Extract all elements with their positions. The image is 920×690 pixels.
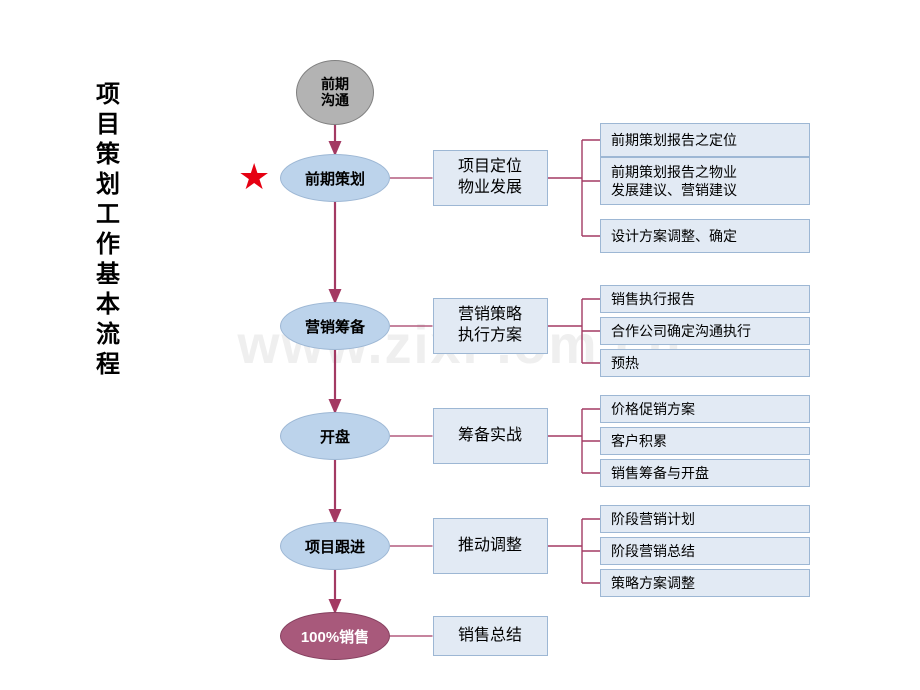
detail-1-0: 销售执行报告 <box>600 285 810 313</box>
detail-3-2: 策略方案调整 <box>600 569 810 597</box>
detail-2-1: 客户积累 <box>600 427 810 455</box>
stage-0: 前期策划 <box>280 154 390 202</box>
detail-0-0: 前期策划报告之定位 <box>600 123 810 157</box>
stage-2: 开盘 <box>280 412 390 460</box>
detail-0-1: 前期策划报告之物业 发展建议、营销建议 <box>600 157 810 205</box>
stage-start: 前期 沟通 <box>296 60 374 125</box>
mid-0: 项目定位 物业发展 <box>433 150 548 206</box>
detail-3-1: 阶段营销总结 <box>600 537 810 565</box>
detail-0-2: 设计方案调整、确定 <box>600 219 810 253</box>
detail-1-1: 合作公司确定沟通执行 <box>600 317 810 345</box>
detail-3-0: 阶段营销计划 <box>600 505 810 533</box>
detail-2-2: 销售筹备与开盘 <box>600 459 810 487</box>
stage-1: 营销筹备 <box>280 302 390 350</box>
stage-3: 项目跟进 <box>280 522 390 570</box>
mid-2: 筹备实战 <box>433 408 548 464</box>
star-icon: ★ <box>238 156 270 198</box>
mid-1: 营销策略 执行方案 <box>433 298 548 354</box>
mid-end: 销售总结 <box>433 616 548 656</box>
detail-1-2: 预热 <box>600 349 810 377</box>
stage-end: 100%销售 <box>280 612 390 660</box>
mid-3: 推动调整 <box>433 518 548 574</box>
detail-2-0: 价格促销方案 <box>600 395 810 423</box>
